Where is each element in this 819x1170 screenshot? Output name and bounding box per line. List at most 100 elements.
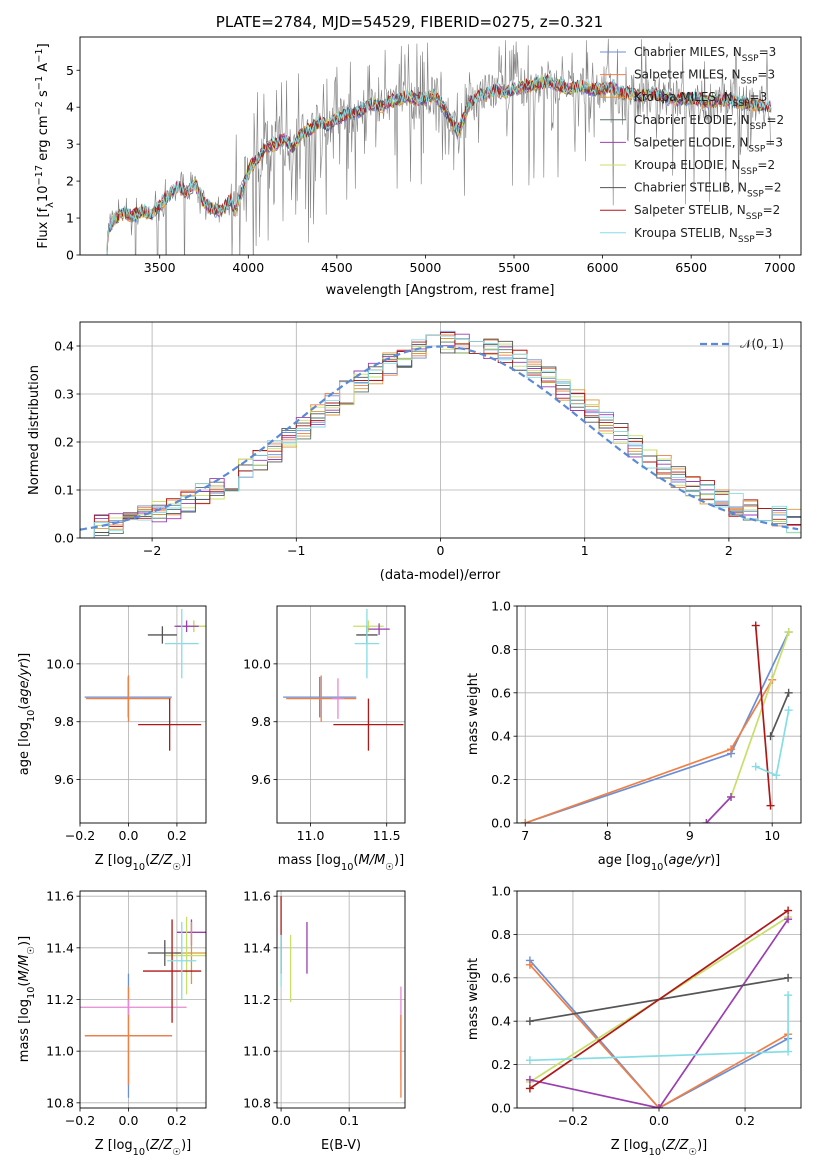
- y-tick-label: 0.4: [491, 729, 511, 744]
- weight-line: [529, 959, 789, 1108]
- y-tick-label: 4: [66, 100, 74, 115]
- y-tick-label: 11.4: [243, 940, 271, 955]
- chart-title: PLATE=2784, MJD=54529, FIBERID=0275, z=0…: [216, 13, 603, 31]
- y-tick-label: 0.2: [491, 1057, 511, 1072]
- x-tick-label: −1: [287, 543, 305, 558]
- gaussian-curve: [80, 345, 799, 531]
- y-tick-label: 3: [66, 137, 74, 152]
- legend-label: Chabrier MILES, NSSP=3: [634, 45, 776, 64]
- x-tick-label: 11.0: [297, 828, 325, 843]
- weight-line: [524, 631, 790, 823]
- y-tick-label: 0.8: [491, 642, 511, 657]
- legend-label: Kroupa ELODIE, NSSP=2: [634, 158, 775, 177]
- y-axis-label: mass weight: [466, 958, 481, 1040]
- x-axis-label: age [log10(age/yr)]: [598, 853, 721, 873]
- x-tick-label: −0.2: [65, 828, 95, 843]
- x-axis-label: wavelength [Angstrom, rest frame]: [326, 283, 555, 298]
- x-tick-label: 9: [686, 828, 694, 843]
- y-tick-label: 9.8: [54, 714, 74, 729]
- age-vs-mass-axes: 11.0 11.5 9.6 9.8 10.0: [243, 605, 406, 843]
- x-tick-label: 8: [604, 828, 612, 843]
- y-tick-label: 0.1: [54, 483, 74, 498]
- y-tick-label: 11.0: [46, 1044, 74, 1059]
- y-tick-label: 0.3: [54, 387, 74, 402]
- legend-label: Kroupa MILES, NSSP=3: [634, 90, 767, 109]
- plot-area: [277, 606, 405, 823]
- y-tick-label: 10.8: [46, 1095, 74, 1110]
- y-tick-label: 0.2: [54, 435, 74, 450]
- y-axis-label: Normed distribution: [27, 365, 42, 495]
- legend-label: Kroupa STELIB, NSSP=3: [634, 226, 772, 245]
- axes-frame: [276, 890, 406, 1109]
- weight-line: [769, 692, 790, 737]
- y-axis-label: Flux [fλ10−17 erg cm−2 s−1 A−1]: [34, 43, 56, 248]
- weight-line: [754, 625, 772, 806]
- x-tick-label: 3500: [144, 260, 176, 275]
- axes-frame: [276, 605, 406, 824]
- y-tick-label: 5: [66, 63, 74, 78]
- histogram-step-7: [80, 332, 801, 538]
- y-tick-label: 2: [66, 174, 74, 189]
- weight-line: [705, 796, 732, 823]
- x-tick-label: 4000: [232, 260, 264, 275]
- plot-area: [106, 38, 772, 255]
- legend-label: Salpeter ELODIE, NSSP=3: [634, 135, 783, 154]
- mass-vs-Z-axes: −0.2 0.0 0.2 10.8 11.0 11.2 11.4 11.6: [46, 889, 207, 1128]
- weight-line: [524, 679, 773, 823]
- x-tick-label: 0.0: [119, 828, 139, 843]
- plot-area: [277, 891, 405, 1108]
- y-axis-label: mass [log10(M/M☉)]: [17, 936, 37, 1062]
- y-tick-label: 11.6: [46, 889, 74, 904]
- weight-line: [730, 631, 790, 798]
- y-tick-label: 0.2: [491, 772, 511, 787]
- y-tick-label: 10.0: [243, 656, 271, 671]
- y-tick-label: 11.4: [46, 940, 74, 955]
- y-tick-label: 0.6: [491, 970, 511, 985]
- x-axis-label: Z [log10(Z/Z☉)]: [95, 1138, 192, 1158]
- x-axis-label: mass [log10(M/M☉)]: [278, 853, 404, 873]
- y-tick-label: 0.6: [491, 685, 511, 700]
- y-tick-label: 0.8: [491, 927, 511, 942]
- x-tick-label: 0.0: [649, 1113, 669, 1128]
- x-tick-label: 0.0: [271, 1113, 291, 1128]
- y-tick-label: 10.8: [243, 1095, 271, 1110]
- x-tick-label: 11.5: [373, 828, 401, 843]
- plot-area: [517, 606, 801, 823]
- x-tick-label: 7000: [764, 260, 796, 275]
- plot-area: [80, 891, 206, 1108]
- legend-label: Chabrier ELODIE, NSSP=2: [634, 113, 784, 132]
- y-tick-label: 0: [66, 248, 74, 263]
- x-tick-label: 0.2: [735, 1113, 755, 1128]
- x-tick-label: 10: [764, 828, 780, 843]
- x-tick-label: −2: [143, 543, 161, 558]
- y-tick-label: 11.2: [46, 992, 74, 1007]
- y-tick-label: 0.4: [54, 339, 74, 354]
- legend-label: Chabrier STELIB, NSSP=2: [634, 181, 782, 200]
- x-tick-label: 1: [581, 543, 589, 558]
- y-axis-label: mass weight: [466, 673, 481, 755]
- x-tick-label: −0.2: [558, 1113, 588, 1128]
- x-tick-label: 6500: [675, 260, 707, 275]
- legend-label: 𝒩(0, 1): [740, 337, 784, 351]
- x-axis-label: (data-model)/error: [380, 568, 501, 583]
- x-tick-label: 7: [521, 828, 529, 843]
- y-tick-label: 11.2: [243, 992, 271, 1007]
- axes-frame: [79, 605, 207, 824]
- y-tick-label: 11.0: [243, 1044, 271, 1059]
- histogram-step-6: [80, 334, 801, 538]
- y-tick-label: 0.0: [491, 1101, 511, 1116]
- y-tick-label: 10.0: [46, 656, 74, 671]
- legend-label: Salpeter STELIB, NSSP=2: [634, 203, 780, 222]
- y-tick-label: 9.8: [251, 714, 271, 729]
- x-tick-label: 0.2: [167, 828, 187, 843]
- x-tick-label: 5500: [498, 260, 530, 275]
- y-tick-label: 9.6: [54, 772, 74, 787]
- axes-frame: [79, 321, 802, 539]
- axes-frame: [516, 890, 802, 1109]
- y-tick-label: 0.4: [491, 1014, 511, 1029]
- y-tick-label: 0.0: [54, 531, 74, 546]
- histogram-axes: −2 −1 0 1 2 0.0 0.1 0.2 0.3 0.4 𝒩(0, 1): [54, 321, 802, 558]
- plot-area: [80, 606, 206, 823]
- axes-frame: [79, 890, 207, 1109]
- y-tick-label: 0.0: [491, 816, 511, 831]
